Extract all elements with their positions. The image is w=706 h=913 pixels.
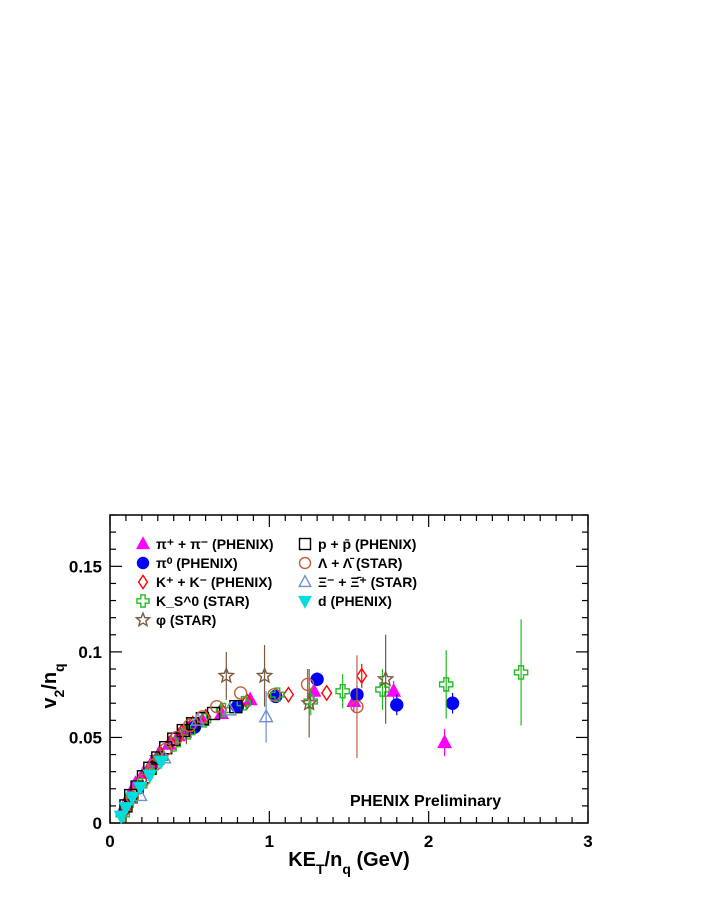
data-point (300, 693, 319, 711)
legend-marker (137, 574, 149, 590)
data-point (267, 687, 281, 702)
legend-entry: π⁺ + π⁻ (PHENIX) (136, 536, 274, 552)
data-point (118, 802, 134, 816)
x-tick-label: 3 (583, 832, 592, 851)
data-point (142, 769, 158, 784)
data-point (255, 666, 274, 684)
legend-entry: φ (STAR) (134, 611, 216, 628)
data-point (321, 684, 333, 702)
x-tick-label: 1 (265, 832, 274, 851)
data-point (190, 711, 206, 726)
data-point (356, 667, 368, 685)
data-point (350, 699, 364, 714)
data-point (445, 696, 460, 710)
data-point (386, 682, 402, 697)
data-point (438, 677, 454, 692)
y-tick-label: 0.15 (69, 557, 102, 576)
series-7 (132, 691, 274, 802)
data-point (258, 708, 274, 723)
data-markers (113, 619, 529, 825)
axes: 0 1 2 3 0 0.05 0.1 0.15 (69, 514, 593, 851)
series-2 (120, 663, 368, 818)
data-point (132, 781, 148, 796)
data-point (335, 683, 350, 699)
data-point (390, 698, 404, 712)
series-8 (113, 755, 169, 825)
x-tick-label: 2 (424, 832, 433, 851)
data-point (241, 693, 253, 710)
legend: π⁺ + π⁻ (PHENIX) π⁰ (PHENIX) K⁺ + K⁻ (PHEN… (134, 536, 417, 628)
legend-label: Λ + Λ̄ (STAR) (318, 555, 402, 571)
data-point (177, 721, 196, 739)
data-point (210, 699, 224, 714)
data-point (229, 699, 243, 714)
legend-label: d (PHENIX) (318, 593, 392, 609)
legend-label: π⁺ + π⁻ (PHENIX) (156, 536, 274, 552)
data-point (437, 734, 453, 749)
data-point (375, 682, 390, 697)
data-point (153, 755, 169, 770)
legend-entry: d (PHENIX) (298, 593, 392, 609)
data-point (233, 686, 248, 700)
legend-marker (136, 556, 150, 570)
data-point (513, 665, 529, 680)
data-point (376, 669, 395, 687)
legend-entry: Ξ⁻ + Ξ̄⁺ (STAR) (298, 574, 417, 590)
legend-marker (298, 595, 312, 609)
series-3 (115, 619, 529, 822)
series-4 (148, 634, 395, 769)
legend-entry: π⁰ (PHENIX) (136, 555, 238, 571)
legend-label: K_S^0 (STAR) (156, 593, 249, 609)
legend-marker (134, 611, 152, 628)
legend-marker (298, 537, 312, 551)
x-axis-title: KET/nq (GeV) (288, 849, 410, 877)
legend-marker (136, 536, 150, 550)
legend-entry: Λ + Λ̄ (STAR) (298, 555, 402, 571)
y-tick-label: 0 (93, 814, 102, 833)
y-axis-title: v2/nq (39, 663, 67, 708)
data-point (222, 701, 237, 716)
preliminary-annotation: PHENIX Preliminary (350, 793, 501, 810)
legend-marker (136, 594, 150, 608)
data-point (170, 730, 184, 745)
legend-label: φ (STAR) (156, 612, 216, 628)
data-point (300, 677, 315, 692)
x-tick-label: 0 (105, 832, 114, 851)
legend-entry: p + p̄ (PHENIX) (298, 536, 416, 552)
data-point (282, 686, 295, 704)
legend-entry: K_S^0 (STAR) (136, 593, 249, 609)
legend-label: π⁰ (PHENIX) (156, 555, 238, 571)
data-point (113, 810, 129, 825)
legend-label: K⁺ + K⁻ (PHENIX) (156, 574, 272, 590)
series-6 (125, 655, 364, 805)
data-point (217, 666, 236, 684)
legend-marker (298, 556, 312, 570)
y-tick-label: 0.1 (78, 643, 102, 662)
data-point (124, 791, 140, 806)
legend-label: Ξ⁻ + Ξ̄⁺ (STAR) (318, 574, 417, 590)
legend-marker (298, 574, 312, 588)
y-tick-label: 0.05 (69, 728, 102, 747)
legend-entry: K⁺ + K⁻ (PHENIX) (137, 574, 272, 590)
legend-label: p + p̄ (PHENIX) (318, 536, 416, 552)
